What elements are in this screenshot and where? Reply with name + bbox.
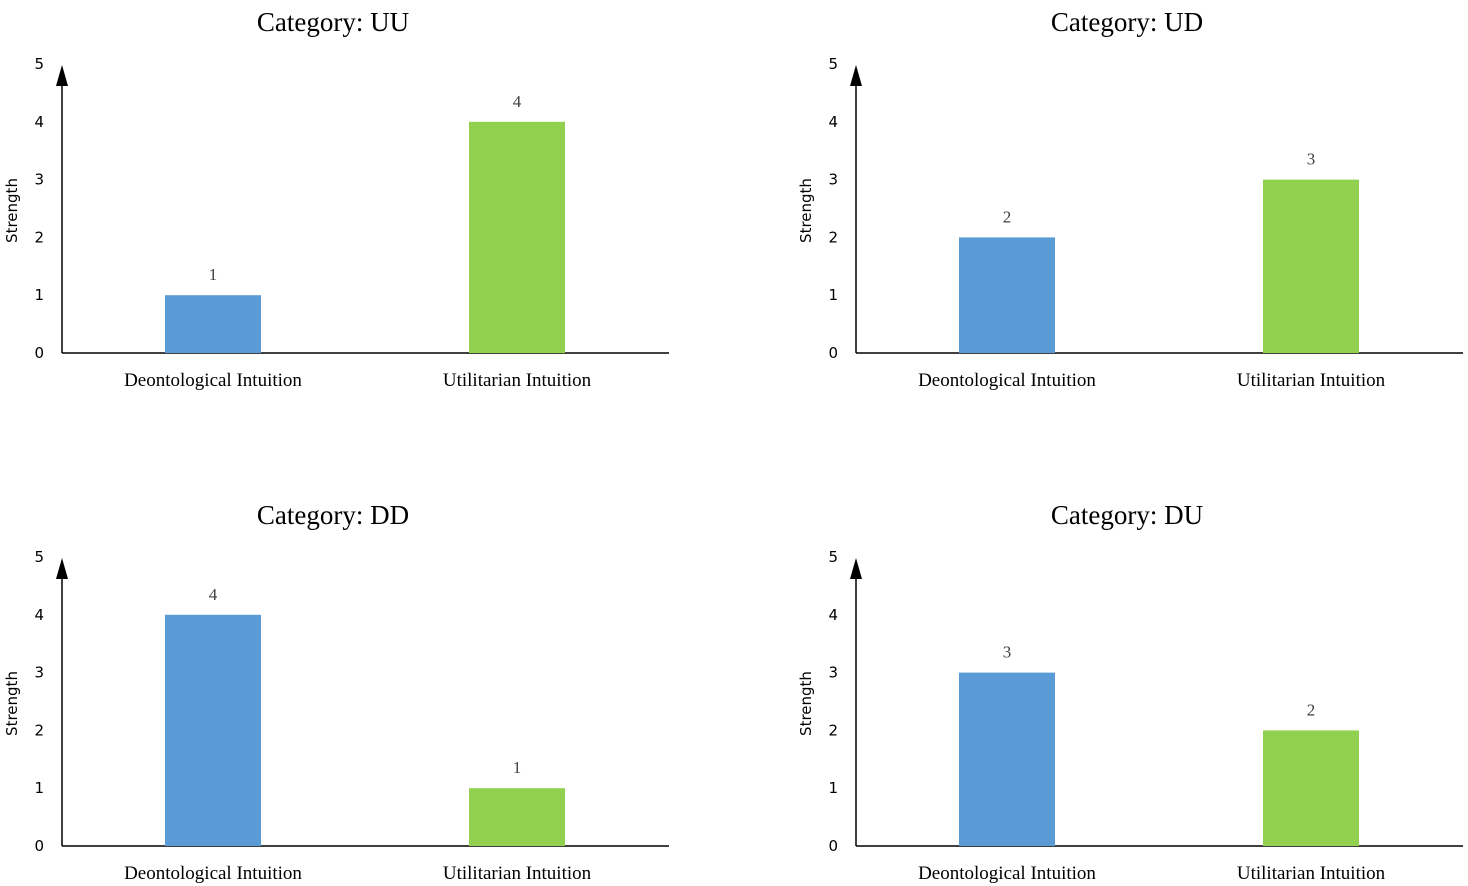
- y-tick-label: 5: [34, 55, 44, 73]
- y-axis-arrow-icon: [850, 65, 862, 86]
- y-axis-title: Strength: [3, 671, 21, 736]
- bar: [1263, 179, 1359, 353]
- bar-chart-panel: Category: UD 0 1 2 3 4 5 Strength 2 Deontological…: [797, 7, 1463, 391]
- y-axis-arrow-icon: [56, 558, 68, 579]
- category-label: Utilitarian Intuition: [443, 370, 592, 391]
- y-tick-label: 0: [34, 837, 44, 855]
- bar: [165, 295, 261, 353]
- category-label: Utilitarian Intuition: [1237, 863, 1386, 884]
- y-tick-label: 3: [828, 664, 838, 682]
- y-axis-arrow-icon: [850, 558, 862, 579]
- category-label: Utilitarian Intuition: [443, 863, 592, 884]
- y-tick-label: 0: [828, 837, 838, 855]
- bar-value-label: 2: [1307, 700, 1316, 719]
- y-tick-label: 4: [828, 606, 838, 624]
- y-tick-label: 0: [34, 344, 44, 362]
- y-tick-label: 1: [34, 779, 44, 797]
- y-tick-label: 2: [828, 721, 838, 739]
- y-tick-label: 2: [828, 228, 838, 246]
- bar-value-label: 1: [513, 758, 522, 777]
- y-axis-title: Strength: [797, 671, 815, 736]
- y-axis-title: Strength: [797, 178, 815, 243]
- bar: [469, 788, 565, 846]
- category-label: Deontological Intuition: [124, 863, 302, 884]
- bar-chart-panel: Category: DU 0 1 2 3 4 5 Strength 3 Deontological…: [797, 500, 1463, 884]
- bar-value-label: 2: [1003, 207, 1012, 226]
- bar-value-label: 4: [209, 585, 218, 604]
- y-tick-label: 3: [34, 171, 44, 189]
- category-label: Utilitarian Intuition: [1237, 370, 1386, 391]
- y-tick-label: 3: [828, 171, 838, 189]
- y-tick-label: 0: [828, 344, 838, 362]
- bar-value-label: 4: [513, 92, 522, 111]
- y-tick-label: 5: [828, 55, 838, 73]
- chart-title: Category: UU: [257, 7, 409, 37]
- bar: [959, 237, 1055, 353]
- bar-value-label: 3: [1003, 643, 1012, 662]
- y-axis-title: Strength: [3, 178, 21, 243]
- y-tick-label: 5: [34, 548, 44, 566]
- y-tick-label: 4: [34, 606, 44, 624]
- y-tick-label: 4: [34, 113, 44, 131]
- bar-value-label: 3: [1307, 150, 1316, 169]
- y-tick-label: 1: [828, 286, 838, 304]
- bar: [959, 672, 1055, 846]
- bar-value-label: 1: [209, 265, 218, 284]
- chart-title: Category: DU: [1051, 500, 1203, 530]
- bar: [469, 121, 565, 353]
- bar: [1263, 730, 1359, 846]
- y-tick-label: 2: [34, 228, 44, 246]
- category-label: Deontological Intuition: [918, 863, 1096, 884]
- y-axis-arrow-icon: [56, 65, 68, 86]
- chart-title: Category: DD: [257, 500, 409, 530]
- chart-title: Category: UD: [1051, 7, 1203, 37]
- bar-chart-panel: Category: UU 0 1 2 3 4 5 Strength 1 Deontological…: [3, 7, 669, 391]
- y-tick-label: 2: [34, 721, 44, 739]
- y-tick-label: 3: [34, 664, 44, 682]
- category-label: Deontological Intuition: [918, 370, 1096, 391]
- bar-chart-panel: Category: DD 0 1 2 3 4 5 Strength 4 Deontological…: [3, 500, 669, 884]
- bar: [165, 614, 261, 846]
- y-tick-label: 1: [34, 286, 44, 304]
- y-tick-label: 4: [828, 113, 838, 131]
- y-tick-label: 5: [828, 548, 838, 566]
- category-label: Deontological Intuition: [124, 370, 302, 391]
- y-tick-label: 1: [828, 779, 838, 797]
